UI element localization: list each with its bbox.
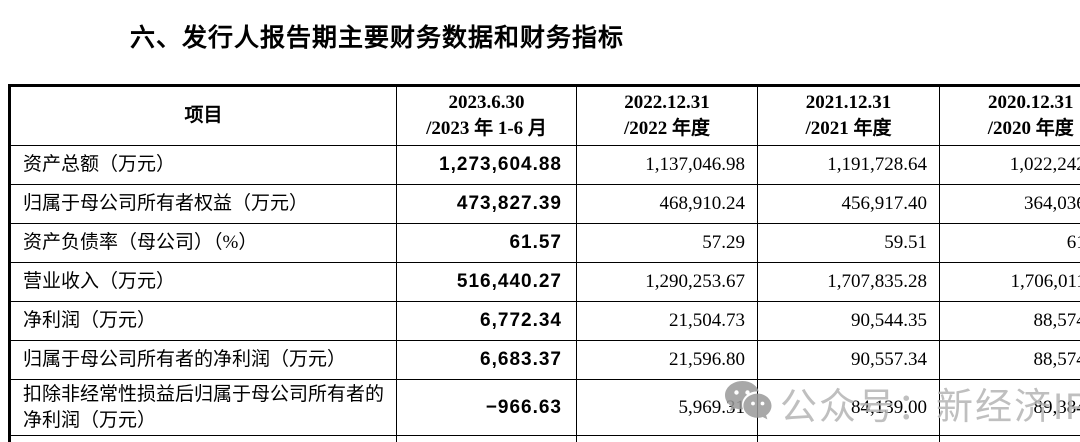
header-period-line: /2022 年度	[623, 118, 711, 139]
cell-value: 468,910.24	[576, 184, 758, 224]
column-header-2020: 2020.12.31 /2020 年度	[939, 85, 1080, 146]
section-title: 六、发行人报告期主要财务数据和财务指标	[130, 24, 625, 52]
cell-value: 88,574.66	[939, 340, 1080, 380]
header-period-line: /2023 年 1-6 月	[426, 118, 547, 139]
cell-value: 516,440.27	[396, 262, 577, 302]
cell-value: −966.63	[396, 379, 577, 436]
cell-value: 5,969.31	[576, 379, 758, 436]
column-header-2022: 2022.12.31 /2022 年度	[576, 85, 758, 146]
cell-value: 456,917.40	[757, 184, 940, 224]
row-label: 资产总额（万元）	[9, 145, 397, 185]
row-label: 营业收入（万元）	[9, 262, 397, 302]
cell-value: 21,504.73	[576, 301, 758, 341]
table-row-deducted-net-profit: 扣除非经常性损益后归属于母公司所有者的净利润（万元） −966.63 5,969…	[9, 379, 1080, 436]
cell-value: 84,139.00	[757, 379, 940, 436]
table-header-row: 项目 2023.6.30 /2023 年 1-6 月 2022.12.31 /2…	[9, 85, 1080, 146]
table-row-total-assets: 资产总额（万元） 1,273,604.88 1,137,046.98 1,191…	[9, 145, 1080, 185]
cell-value: 59.51	[757, 223, 940, 263]
column-header-2021: 2021.12.31 /2021 年度	[757, 85, 940, 146]
cell-value: 1,022,242.37	[939, 145, 1080, 185]
cell-value: 1,707,835.28	[757, 262, 940, 302]
column-header-2023: 2023.6.30 /2023 年 1-6 月	[396, 85, 577, 146]
cell-value: 21,596.80	[576, 340, 758, 380]
cell-value: 6,772.34	[396, 301, 577, 341]
table-row-parent-net-profit: 归属于母公司所有者的净利润（万元） 6,683.37 21,596.80 90,…	[9, 340, 1080, 380]
cell-value: 1,191,728.64	[757, 145, 940, 185]
cell-value: 90,544.35	[757, 301, 940, 341]
financial-data-table: 项目 2023.6.30 /2023 年 1-6 月 2022.12.31 /2…	[8, 84, 1080, 442]
table-row-parent-equity: 归属于母公司所有者权益（万元） 473,827.39 468,910.24 45…	[9, 184, 1080, 224]
row-label: 归属于母公司所有者的净利润（万元）	[9, 340, 397, 380]
table-row-debt-ratio: 资产负债率（母公司）（%） 61.57 57.29 59.51 61.77	[9, 223, 1080, 263]
row-label: 扣除非经常性损益后归属于母公司所有者的净利润（万元）	[9, 379, 397, 436]
column-header-item: 项目	[9, 85, 397, 146]
header-date-line: 2023.6.30	[448, 92, 525, 114]
header-date-line: 2022.12.31	[624, 92, 710, 114]
header-period-line: /2020 年度	[987, 118, 1074, 139]
cell-value: 6,683.37	[396, 340, 577, 380]
cell-value: 90,557.34	[757, 340, 940, 380]
cell-value: 1,137,046.98	[576, 145, 758, 185]
cell-value: 89,384.47	[939, 379, 1080, 436]
cell-value: 1,290,253.67	[576, 262, 758, 302]
row-label: 资产负债率（母公司）（%）	[9, 223, 397, 263]
cell-value: 61.57	[396, 223, 577, 263]
cell-value: 57.29	[576, 223, 758, 263]
row-label: 净利润（万元）	[9, 301, 397, 341]
row-label: 归属于母公司所有者权益（万元）	[9, 184, 397, 224]
header-period-line: /2021 年度	[805, 118, 892, 139]
cell-value: 61.77	[939, 223, 1080, 263]
header-date-line: 2021.12.31	[805, 92, 892, 114]
cell-value: 1,273,604.88	[396, 145, 577, 185]
table-row-revenue: 营业收入（万元） 516,440.27 1,290,253.67 1,707,8…	[9, 262, 1080, 302]
cell-value: 88,574.66	[939, 301, 1080, 341]
cell-value: 364,036.21	[939, 184, 1080, 224]
table-row-cropped	[9, 435, 1080, 442]
cell-value: 473,827.39	[396, 184, 577, 224]
table-row-net-profit: 净利润（万元） 6,772.34 21,504.73 90,544.35 88,…	[9, 301, 1080, 341]
cell-value: 1,706,011.16	[939, 262, 1080, 302]
header-date-line: 2020.12.31	[988, 92, 1074, 114]
